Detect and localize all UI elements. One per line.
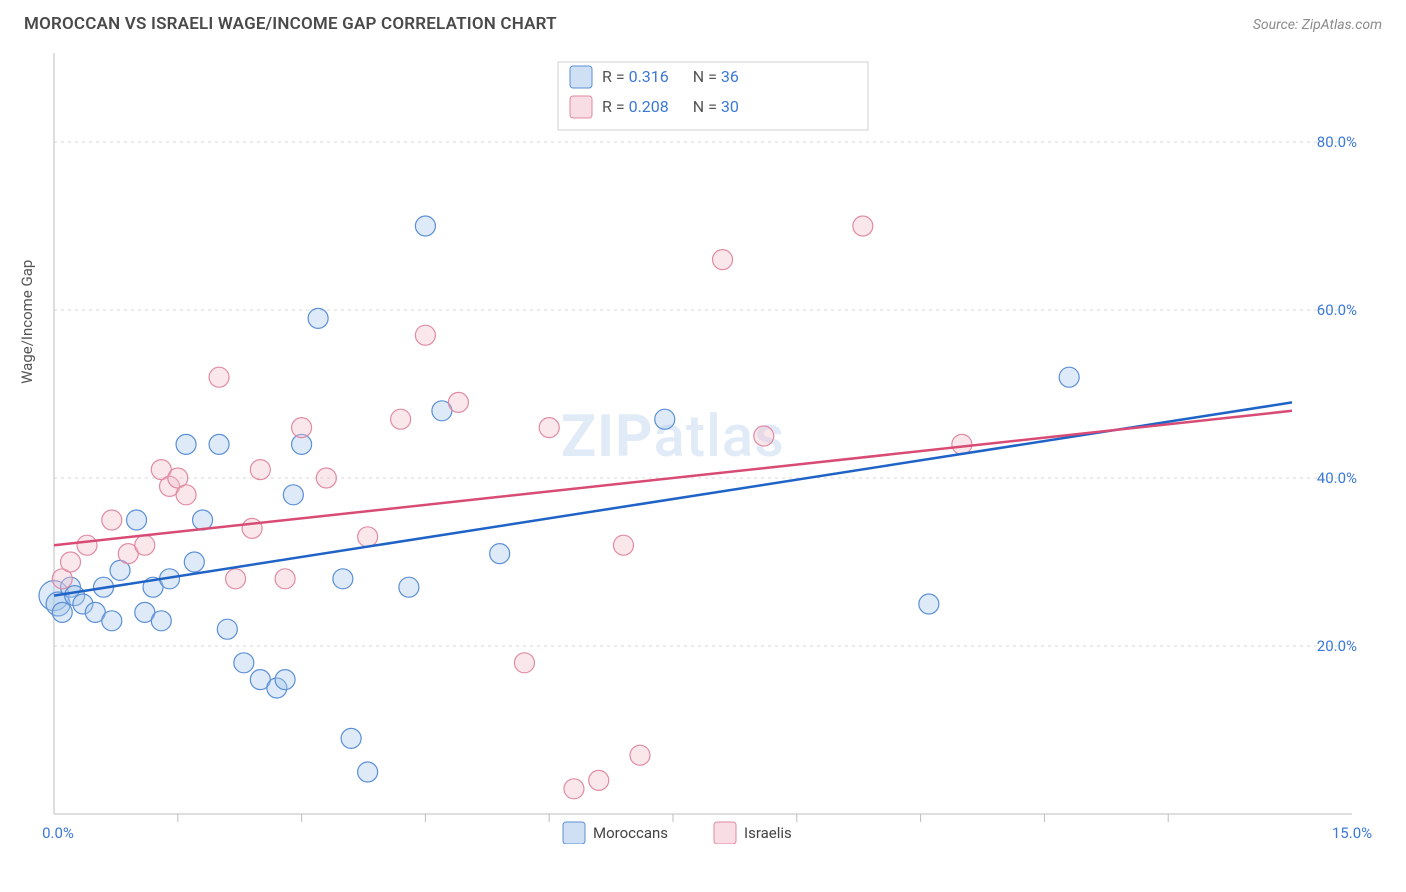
data-point xyxy=(539,418,559,438)
y-tick-label: 60.0% xyxy=(1317,301,1357,319)
data-point xyxy=(919,594,939,614)
data-point xyxy=(514,653,534,673)
data-point xyxy=(135,535,155,555)
data-point xyxy=(292,418,312,438)
legend-label: Moroccans xyxy=(593,824,668,842)
data-point xyxy=(754,426,774,446)
legend-swatch xyxy=(714,822,736,844)
data-point xyxy=(613,535,633,555)
legend-label: Israelis xyxy=(744,824,792,842)
data-point xyxy=(193,510,213,530)
legend-swatch xyxy=(563,822,585,844)
data-point xyxy=(630,745,650,765)
data-point xyxy=(415,325,435,345)
data-point xyxy=(275,670,295,690)
data-point xyxy=(415,216,435,236)
y-tick-label: 20.0% xyxy=(1317,637,1357,655)
chart-title: MOROCCAN VS ISRAELI WAGE/INCOME GAP CORR… xyxy=(24,14,557,34)
data-point xyxy=(102,510,122,530)
data-point xyxy=(589,770,609,790)
data-point xyxy=(102,611,122,631)
data-point xyxy=(308,308,328,328)
data-point xyxy=(127,510,147,530)
data-point xyxy=(713,250,733,270)
data-point xyxy=(316,468,336,488)
data-point xyxy=(490,544,510,564)
data-point xyxy=(853,216,873,236)
data-point xyxy=(564,779,584,799)
data-point xyxy=(399,577,419,597)
data-point xyxy=(242,518,262,538)
data-point xyxy=(176,485,196,505)
data-point xyxy=(250,460,270,480)
data-point xyxy=(217,619,237,639)
data-point xyxy=(209,367,229,387)
stats-swatch xyxy=(570,96,592,118)
data-point xyxy=(275,569,295,589)
data-point xyxy=(234,653,254,673)
data-point xyxy=(226,569,246,589)
data-point xyxy=(1059,367,1079,387)
data-point xyxy=(151,611,171,631)
y-tick-label: 80.0% xyxy=(1317,133,1357,151)
data-point xyxy=(283,485,303,505)
data-point xyxy=(333,569,353,589)
data-point xyxy=(77,535,97,555)
data-point xyxy=(358,527,378,547)
data-point xyxy=(52,602,72,622)
data-point xyxy=(952,434,972,454)
y-tick-label: 40.0% xyxy=(1317,469,1357,487)
x-min-label: 0.0% xyxy=(42,824,74,842)
data-point xyxy=(655,409,675,429)
data-point xyxy=(448,392,468,412)
stats-swatch xyxy=(570,66,592,88)
data-point xyxy=(391,409,411,429)
y-axis-label: Wage/Income Gap xyxy=(18,260,36,384)
data-point xyxy=(184,552,204,572)
data-point xyxy=(209,434,229,454)
header: MOROCCAN VS ISRAELI WAGE/INCOME GAP CORR… xyxy=(0,0,1406,42)
source-attribution: Source: ZipAtlas.com xyxy=(1253,17,1382,33)
data-point xyxy=(61,552,81,572)
data-point xyxy=(358,762,378,782)
scatter-chart: 20.0%40.0%60.0%80.0%ZIPatlasR = 0.316N =… xyxy=(24,48,1382,844)
x-max-label: 15.0% xyxy=(1332,824,1372,842)
data-point xyxy=(341,728,361,748)
chart-container: Wage/Income Gap 20.0%40.0%60.0%80.0%ZIPa… xyxy=(24,48,1382,844)
data-point xyxy=(176,434,196,454)
